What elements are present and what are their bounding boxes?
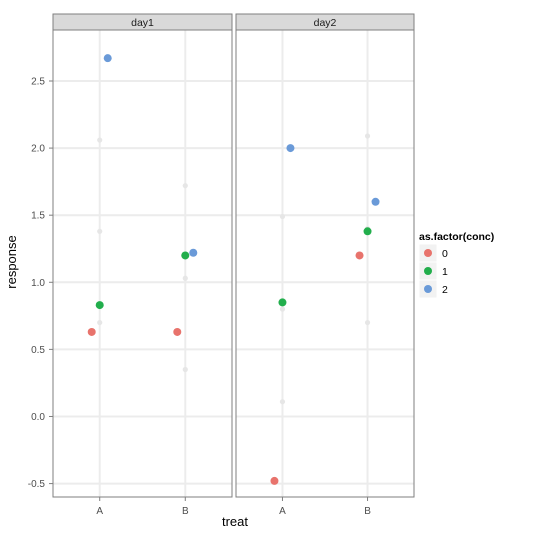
- x-tick-label: A: [279, 506, 286, 517]
- legend-key-conc-2: [424, 285, 432, 293]
- data-point-conc-0: [355, 251, 364, 260]
- y-tick-label: 2.0: [31, 144, 45, 155]
- data-point-conc-2: [286, 144, 295, 153]
- facet-strip-day1: [52, 13, 233, 31]
- data-point-conc-2: [189, 248, 198, 257]
- background-point: [97, 319, 103, 326]
- background-point: [182, 183, 188, 189]
- legend-title: as.factor(conc): [419, 231, 494, 243]
- y-tick-label: 2.5: [31, 76, 45, 87]
- background-point: [279, 399, 286, 405]
- background-point: [279, 213, 286, 220]
- y-tick-label: 0.5: [31, 345, 45, 356]
- legend-label: 2: [442, 284, 448, 296]
- y-tick-label: 0.0: [31, 412, 45, 423]
- legend-label: 0: [442, 248, 448, 260]
- facet-strip-label: day2: [314, 17, 337, 29]
- legend-key-conc-0: [424, 249, 432, 257]
- panel-background: [236, 30, 414, 497]
- data-point-conc-1: [278, 298, 287, 307]
- y-axis-title: response: [4, 235, 19, 288]
- data-point-conc-1: [363, 227, 372, 236]
- data-point-conc-0: [270, 476, 279, 485]
- data-point-conc-0: [87, 327, 96, 336]
- panel-background: [53, 30, 232, 497]
- y-axis: -0.5 0.0 0.5 1.0 1.5 2.0 2.5: [28, 76, 53, 490]
- background-point: [364, 133, 371, 139]
- y-tick-label: 1.0: [31, 278, 45, 289]
- x-tick-label: B: [182, 506, 189, 517]
- legend: as.factor(conc) 0 1 2: [418, 231, 494, 299]
- data-point-conc-1: [181, 251, 190, 260]
- y-tick-label: 1.5: [31, 211, 45, 222]
- facet-panels: day1 day2: [52, 13, 415, 498]
- background-point: [182, 366, 188, 373]
- x-axis-title: treat: [222, 514, 248, 529]
- background-point: [182, 275, 188, 281]
- background-point: [97, 137, 103, 143]
- data-point-conc-2: [371, 197, 380, 206]
- x-tick-label: B: [364, 506, 371, 517]
- data-point-conc-2: [103, 54, 112, 63]
- background-point: [364, 319, 371, 326]
- y-tick-label: -0.5: [28, 479, 46, 490]
- facet-panel-day2: day2: [235, 13, 415, 498]
- x-tick-label: A: [96, 506, 103, 517]
- legend-label: 1: [442, 266, 448, 278]
- background-point: [279, 306, 286, 312]
- legend-key-conc-1: [424, 267, 432, 275]
- background-point: [97, 228, 103, 234]
- facet-strip-label: day1: [131, 17, 154, 29]
- facet-strip-day2: [235, 13, 415, 31]
- data-point-conc-0: [173, 327, 182, 336]
- facet-panel-day1: day1: [52, 13, 233, 498]
- data-point-conc-1: [95, 301, 104, 310]
